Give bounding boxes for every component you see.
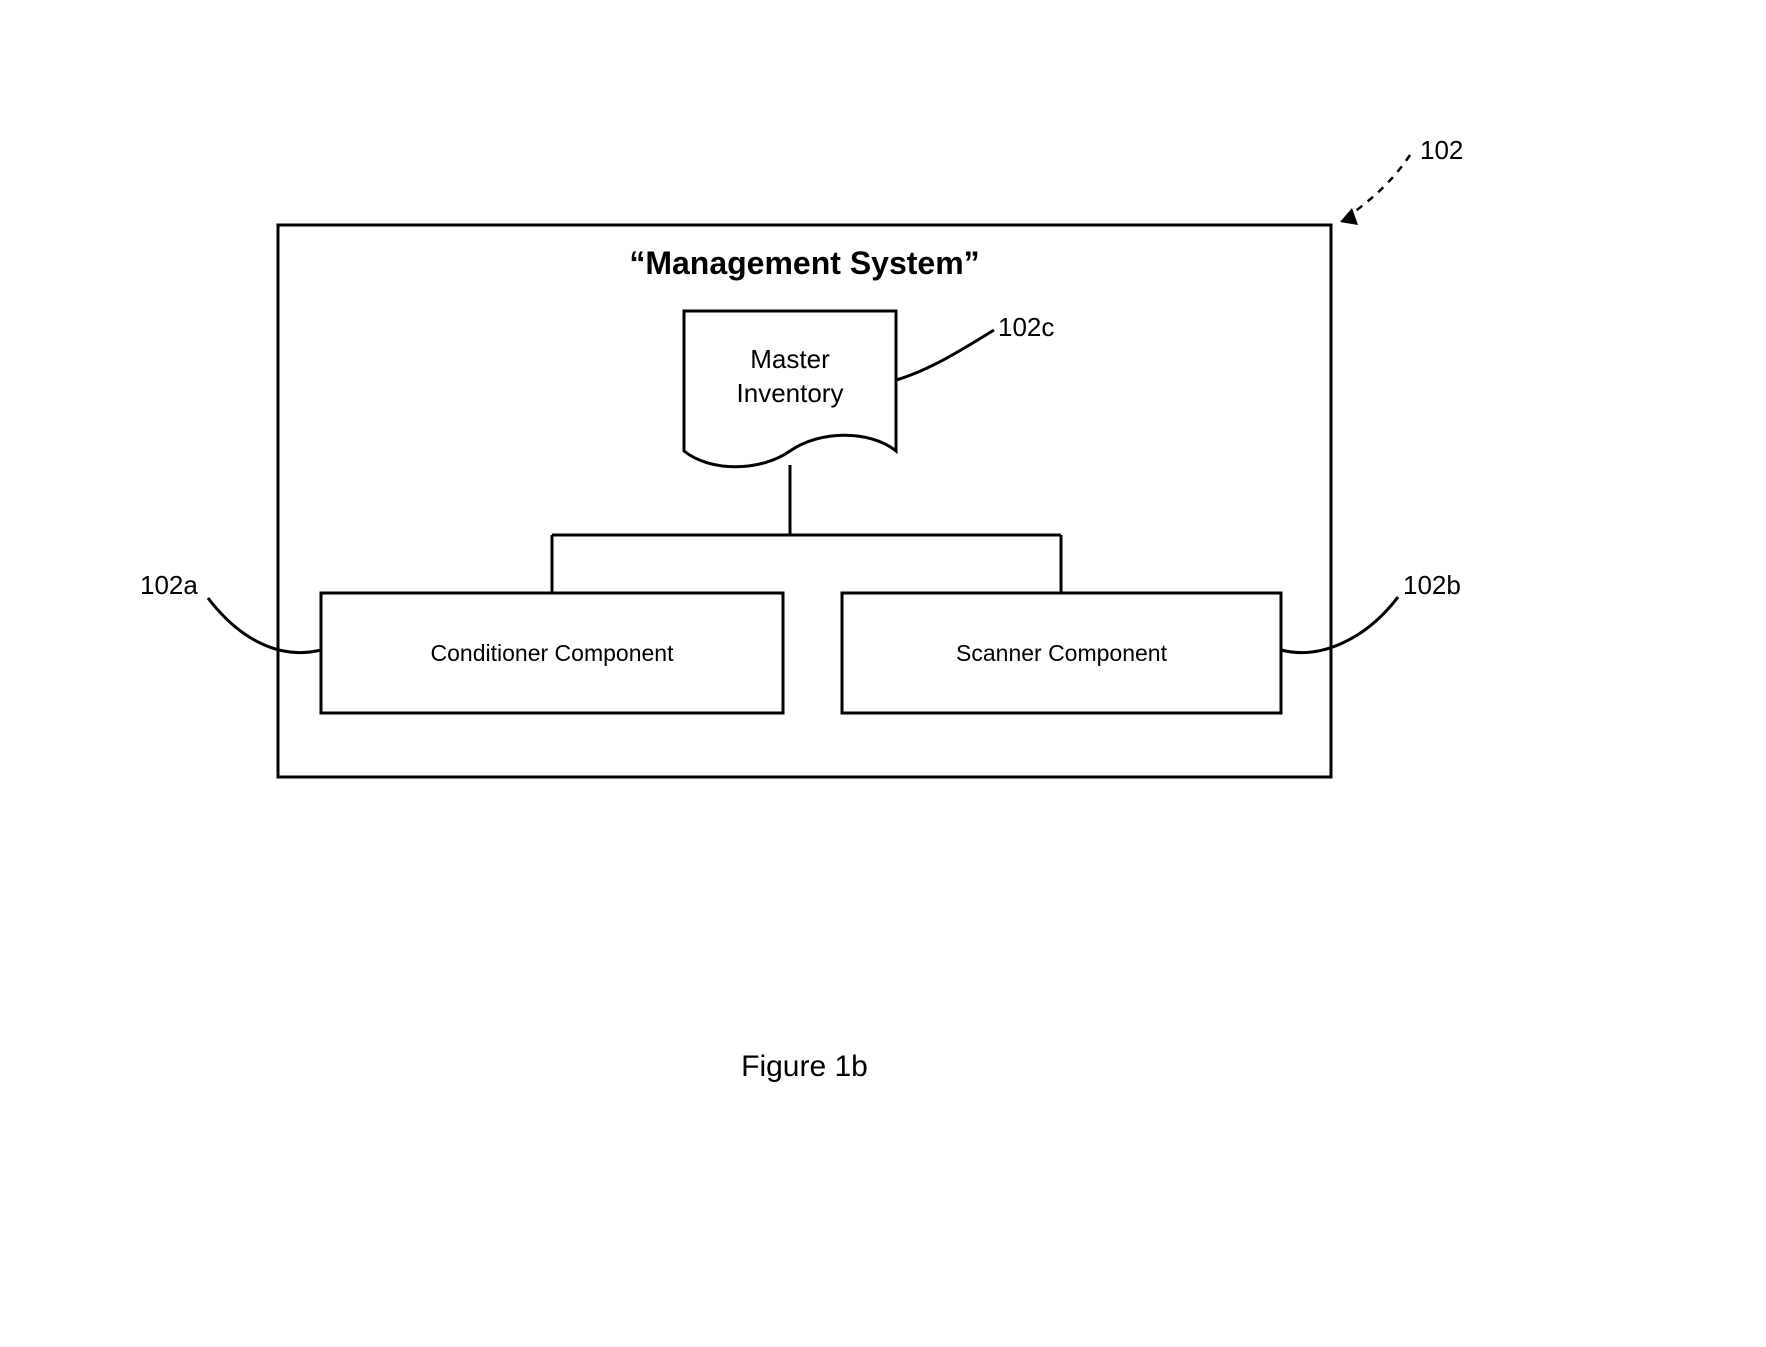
diagram-canvas: “Management System” Master Inventory Con… <box>0 0 1766 1347</box>
diagram-title: “Management System” <box>0 245 1609 282</box>
outer-box <box>278 225 1331 777</box>
conditioner-label: Conditioner Component <box>321 640 783 667</box>
ref-102a-leader <box>208 598 321 653</box>
ref-102b-leader <box>1281 597 1398 653</box>
ref-102-text: 102 <box>1420 135 1463 166</box>
scanner-label: Scanner Component <box>842 640 1281 667</box>
ref-102b-text: 102b <box>1403 570 1461 601</box>
figure-caption: Figure 1b <box>0 1050 1609 1084</box>
ref-102a-text: 102a <box>140 570 198 601</box>
ref-102c-leader <box>896 330 994 380</box>
diagram-svg <box>0 0 1766 1347</box>
master-inventory-label-2: Inventory <box>684 378 896 409</box>
ref-102-arrowhead <box>1340 208 1358 225</box>
master-inventory-label-1: Master <box>684 344 896 375</box>
ref-102c-text: 102c <box>998 312 1054 343</box>
